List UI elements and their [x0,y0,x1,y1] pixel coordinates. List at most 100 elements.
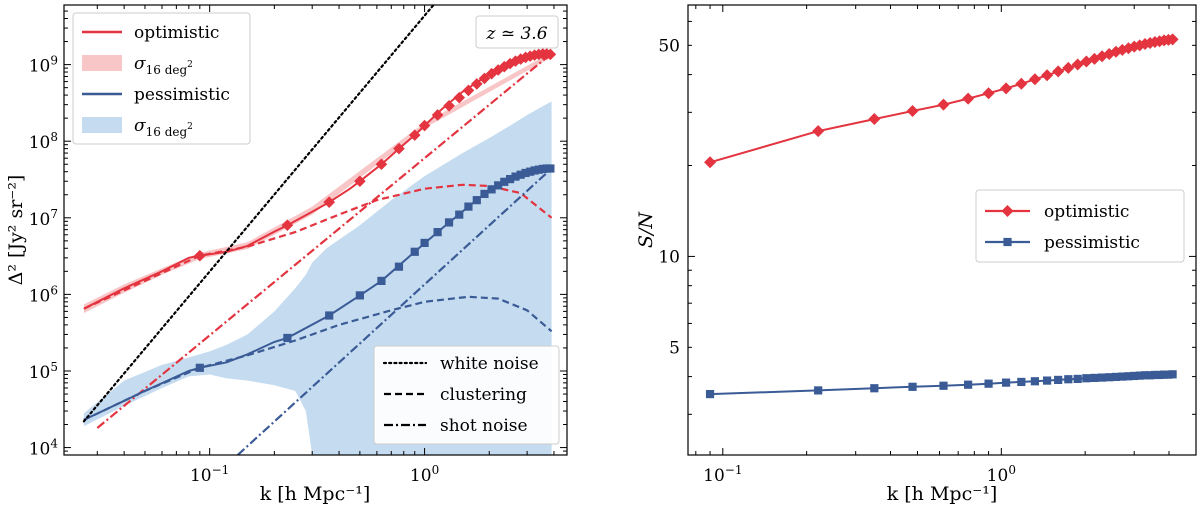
marker-optimistic [323,196,336,208]
marker-pessimistic [1105,373,1114,382]
marker-optimistic [194,249,206,262]
marker-pessimistic [1130,371,1139,381]
right-legend-label: optimistic [1044,202,1129,222]
marker-pessimistic [420,238,429,248]
legend-top-swatch [82,117,122,133]
right-x-tick-label: 10−1 [703,463,742,486]
marker-optimistic [1028,73,1041,86]
right-y-axis-label: S/N [635,211,657,248]
marker-pessimistic [964,380,973,389]
redshift-annotation-text: z ≃ 3.6 [485,24,547,44]
marker-pessimistic [1073,374,1082,384]
line-pessimistic-clustering [83,295,553,421]
marker-optimistic [906,105,919,118]
marker-pessimistic [1150,370,1160,380]
marker-pessimistic [984,379,993,388]
marker-optimistic [478,72,491,85]
marker-pessimistic [1145,371,1155,380]
marker-pessimistic [1118,372,1127,381]
left-x-tick-label: 100 [410,463,439,486]
line-optimistic-shot-noise [96,52,553,429]
marker-optimistic [868,113,881,126]
marker-pessimistic [377,276,386,285]
marker-optimistic [418,119,431,132]
left-legend-bottom: white noise clustering shot noise [373,345,560,445]
marker-pessimistic [1164,370,1173,379]
left-y-axis-label: Δ² [Jy² sr⁻²] [5,175,27,286]
marker-pessimistic [526,167,535,176]
legend-top-label: pessimistic [134,85,230,105]
marker-pessimistic [1017,377,1026,387]
marker-pessimistic [480,189,489,199]
redshift-annotation: z ≃ 3.6 [475,15,559,49]
marker-optimistic [812,125,825,138]
marker-pessimistic [705,390,715,399]
left-x-tick-label: 10−1 [190,463,229,486]
right-y-tick-label: 50 [658,36,680,56]
marker-optimistic [470,78,483,90]
marker-optimistic [1000,82,1013,95]
marker-pessimistic [410,247,419,256]
marker-pessimistic [1082,374,1091,383]
legend-top-swatch [82,55,122,71]
marker-optimistic [1015,77,1028,90]
line-pessimistic-shot-noise [236,167,553,455]
marker-pessimistic [433,228,442,237]
marker-pessimistic [1054,375,1063,385]
marker-pessimistic [472,196,481,205]
marker-pessimistic [1159,370,1169,379]
right-legend-label: pessimistic [1044,233,1140,253]
left-y-tick-label: 107 [29,207,58,230]
marker-optimistic [281,219,294,232]
marker-pessimistic [1135,371,1144,380]
marker-pessimistic [1090,373,1099,383]
left-y-tick-label: 104 [29,437,59,460]
marker-pessimistic [283,333,292,343]
legend-top-label: optimistic [134,23,219,43]
left-y-tick-label: 105 [29,360,58,383]
marker-pessimistic [908,382,917,391]
right-y-tick-label: 5 [669,338,680,358]
marker-optimistic [1062,61,1075,74]
marker-pessimistic [464,202,473,211]
marker-pessimistic [1168,370,1177,379]
marker-optimistic [462,84,475,97]
left-x-axis-label: k [h Mpc⁻¹] [260,483,371,505]
marker-optimistic [453,91,466,104]
marker-optimistic [431,109,444,121]
left-y-tick-label: 109 [29,54,58,77]
marker-optimistic [1166,33,1179,46]
marker-optimistic [1052,65,1065,78]
marker-pessimistic [444,218,454,227]
marker-pessimistic [494,181,503,190]
marker-optimistic [519,51,532,64]
marker-pessimistic [1001,378,1011,387]
right-series-markers [704,33,1179,399]
left-panel-power-spectrum: 10−1 100 104 105 106 107 108 109 z ≃ 3.6 optimi… [5,4,568,505]
marker-pessimistic [511,172,520,181]
left-y-tick-label: 108 [29,130,58,153]
marker-pessimistic [1030,377,1040,386]
right-plot-frame [687,4,1197,456]
marker-optimistic [443,99,455,112]
marker-pessimistic [1042,376,1052,385]
right-legend-marker [1003,237,1012,247]
marker-pessimistic [505,175,515,184]
marker-optimistic [498,60,511,73]
marker-optimistic [982,87,995,100]
legend-bottom-label: shot noise [440,416,528,436]
marker-optimistic [544,48,557,61]
marker-pessimistic [1064,375,1073,384]
marker-pessimistic [1097,373,1107,382]
marker-pessimistic [455,210,464,219]
marker-optimistic [937,98,950,111]
marker-pessimistic [1124,372,1133,381]
left-series-markers [194,48,557,372]
marker-pessimistic [1140,371,1150,380]
marker-optimistic [485,67,498,80]
marker-optimistic [962,92,975,105]
marker-optimistic [408,129,421,141]
